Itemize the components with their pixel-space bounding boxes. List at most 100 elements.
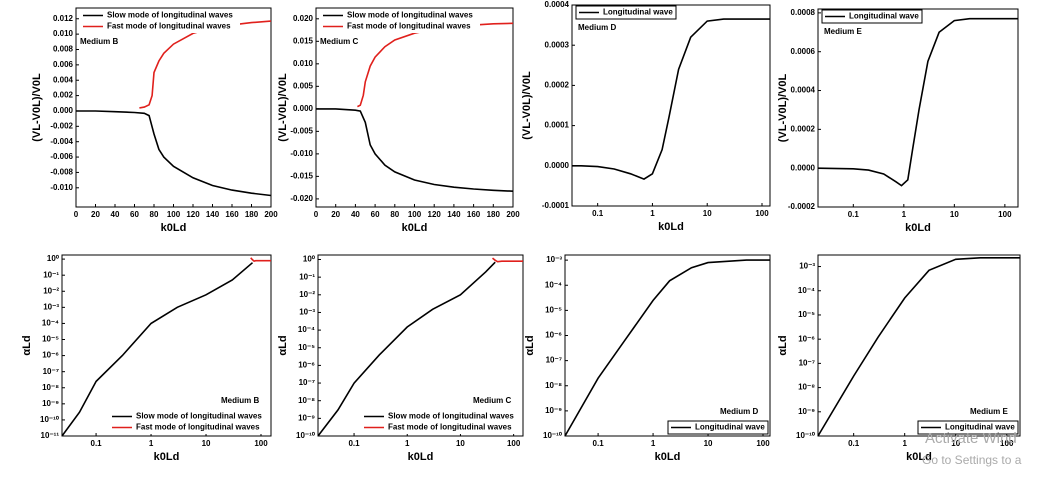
- y-tick-label: -0.010: [290, 149, 313, 158]
- y-tick-label: 0.0002: [545, 81, 570, 90]
- y-tick-label: 0.0008: [791, 8, 816, 17]
- y-axis-label: (VL-V0L)/V0L: [521, 71, 533, 140]
- x-tick-label: 100: [254, 439, 268, 448]
- legend-box: [80, 9, 240, 33]
- panel: 0.1 1 10 100 0.0008 0.0006 0.0004 0.0002 0.0000 -…: [777, 8, 1019, 234]
- x-axis-label: k0Ld: [402, 222, 428, 234]
- series-line: [76, 110, 272, 197]
- x-tick-label: 1: [651, 439, 656, 448]
- y-axis-label: αLd: [524, 335, 536, 355]
- x-tick-label: 120: [428, 210, 442, 219]
- x-axis-label: k0Ld: [655, 451, 681, 463]
- y-tick-label: 10⁻⁵: [798, 310, 815, 319]
- y-tick-label: 10⁰: [303, 255, 316, 264]
- x-tick-label: 0.1: [848, 439, 860, 448]
- x-tick-label: 80: [150, 210, 159, 219]
- y-tick-label: 10⁻¹⁰: [40, 415, 60, 424]
- panel: 0 20 40 60 80 100 120 140 160 180 200 0.020 0.015 0.0…: [277, 7, 520, 234]
- y-tick-label: 10⁻⁹: [298, 413, 315, 422]
- x-tick-label: 10: [202, 439, 211, 448]
- annotation: Medium E: [970, 407, 1008, 416]
- x-tick-label: 1: [650, 209, 655, 218]
- y-tick-label: 10⁻¹⁰: [796, 431, 816, 440]
- x-tick-label: 100: [167, 210, 181, 219]
- y-tick-label: 10⁻⁴: [42, 319, 59, 328]
- x-tick-label: 80: [390, 210, 399, 219]
- y-tick-label: -0.0002: [788, 202, 816, 211]
- y-axis-label: (VL-V0L)/V0L: [277, 73, 289, 142]
- x-tick-label: 10: [704, 439, 713, 448]
- x-tick-label: 1: [902, 439, 907, 448]
- x-tick-label: 0.1: [91, 439, 103, 448]
- y-tick-label: -0.005: [290, 126, 313, 135]
- series-line: [357, 22, 514, 108]
- x-tick-label: 40: [351, 210, 360, 219]
- y-tick-label: 10⁻⁴: [798, 286, 815, 295]
- x-tick-label: 100: [408, 210, 422, 219]
- x-tick-label: 140: [447, 210, 461, 219]
- annotation: Medium B: [221, 396, 259, 405]
- y-tick-label: 10⁻⁹: [798, 407, 815, 416]
- y-tick-label: -0.0001: [542, 201, 570, 210]
- legend-box: [667, 420, 769, 435]
- x-tick-label: 1: [902, 210, 907, 219]
- y-tick-label: 0.000: [293, 104, 314, 113]
- annotation: Medium B: [80, 37, 118, 46]
- x-tick-label: 120: [186, 210, 200, 219]
- y-tick-label: 10⁻³: [546, 255, 562, 264]
- annotation: Medium E: [824, 27, 862, 36]
- y-tick-label: 10⁻⁸: [545, 381, 562, 390]
- panel: 0.1 1 10 100 10⁻³ 10⁻⁴ 10⁻⁵ 10⁻⁶ 10⁻⁷ 10⁻⁸ 10⁻⁹ 10⁻…: [777, 254, 1021, 463]
- legend-box: [575, 5, 677, 20]
- legend-box: [109, 410, 269, 434]
- panel: 0.1 1 10 100 0.0004 0.0003 0.0002 0.0001 0.0000 -…: [521, 0, 771, 233]
- x-axis-label: k0Ld: [906, 451, 932, 463]
- x-tick-label: 20: [331, 210, 340, 219]
- x-tick-label: 0: [314, 210, 319, 219]
- y-tick-label: -0.008: [50, 168, 73, 177]
- x-tick-label: 10: [703, 209, 712, 218]
- y-tick-label: -0.006: [50, 152, 73, 161]
- y-tick-label: 0.0004: [791, 86, 816, 95]
- legend-label: Longitudinal wave: [945, 423, 1015, 432]
- panel: 0.1 1 10 100 10⁰ 10⁻¹ 10⁻² 10⁻³ 10⁻⁴ 10⁻⁵ 10⁻⁶ 10⁻⁷…: [21, 254, 272, 463]
- y-tick-label: 0.006: [53, 60, 74, 69]
- legend-label: Fast mode of longitudinal waves: [388, 423, 512, 432]
- y-tick-label: 0.004: [53, 75, 74, 84]
- y-tick-label: 0.0000: [545, 161, 570, 170]
- y-tick-label: 10⁻²: [299, 290, 315, 299]
- y-axis-label: αLd: [277, 335, 289, 355]
- y-tick-label: 10⁻⁸: [798, 383, 815, 392]
- watermark: Activate Wind: [925, 430, 1017, 447]
- x-tick-label: 100: [507, 439, 521, 448]
- x-axis-label: k0Ld: [905, 222, 931, 234]
- y-tick-label: 10⁻⁴: [298, 325, 315, 334]
- legend-box: [917, 420, 1019, 435]
- series-line: [250, 257, 271, 262]
- panel: 0.1 1 10 100 10⁰ 10⁻¹ 10⁻² 10⁻³ 10⁻⁴ 10⁻⁵ 10⁻⁶ 10⁻⁷…: [277, 254, 524, 463]
- x-tick-label: 10: [950, 210, 959, 219]
- plot-frame: [61, 254, 272, 437]
- y-tick-label: 0.0004: [545, 0, 570, 9]
- y-tick-label: 10⁻⁹: [545, 406, 562, 415]
- x-tick-label: 100: [756, 439, 770, 448]
- annotation: Medium C: [320, 37, 358, 46]
- series-line: [817, 257, 1020, 437]
- panel: 0 20 40 60 80 100 120 140 160 180 200 0.012 0.010 0.0…: [31, 7, 278, 234]
- legend-label: Slow mode of longitudinal waves: [136, 412, 262, 421]
- y-tick-label: 10⁻³: [299, 308, 315, 317]
- legend-label: Slow mode of longitudinal waves: [347, 11, 473, 20]
- y-tick-label: 10⁻⁷: [299, 378, 315, 387]
- y-tick-label: 0.008: [53, 45, 74, 54]
- y-tick-label: 10⁻⁸: [42, 383, 59, 392]
- plot-frame: [571, 4, 771, 207]
- series-line: [61, 262, 254, 437]
- series-line: [491, 257, 523, 263]
- y-tick-label: 10⁻²: [43, 286, 59, 295]
- x-tick-label: 1: [149, 439, 154, 448]
- y-tick-label: 10⁻¹⁰: [296, 431, 316, 440]
- y-tick-label: 10⁻⁶: [298, 361, 315, 370]
- y-tick-label: 10⁻⁶: [42, 351, 59, 360]
- y-tick-label: 10⁻⁵: [298, 343, 315, 352]
- legend-label: Longitudinal wave: [849, 12, 919, 21]
